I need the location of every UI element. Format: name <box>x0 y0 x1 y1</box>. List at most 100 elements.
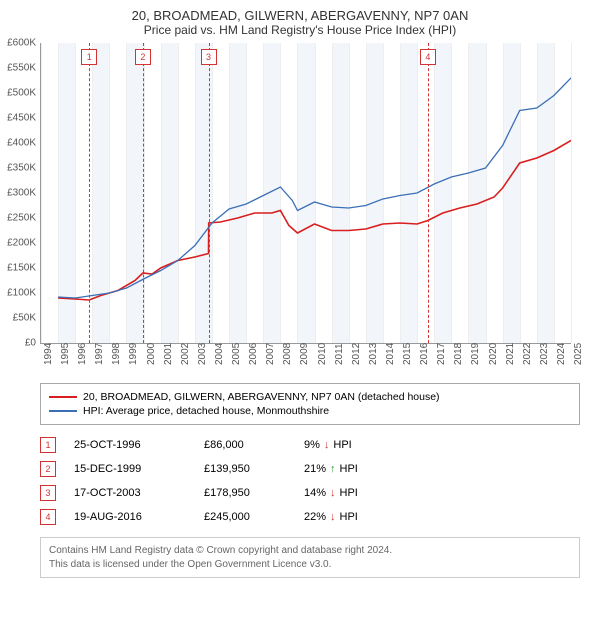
arrow-down-icon: ↓ <box>330 487 336 499</box>
event-row: 1 25-OCT-1996£86,0009% ↓HPI <box>40 433 580 457</box>
x-tick-label: 2024 <box>556 343 567 365</box>
y-tick-label: £0 <box>25 338 36 349</box>
y-tick-label: £100K <box>7 288 36 299</box>
legend-item: HPI: Average price, detached house, Monm… <box>49 404 571 418</box>
event-marker-box: 4 <box>420 49 436 65</box>
event-suffix: HPI <box>340 463 358 475</box>
x-tick-label: 1998 <box>111 343 122 365</box>
x-axis: 1994199519961997199819992000200120022003… <box>40 343 570 373</box>
event-suffix: HPI <box>333 439 351 451</box>
x-tick-label: 2010 <box>317 343 328 365</box>
arrow-down-icon: ↓ <box>324 439 330 451</box>
series-hpi <box>58 78 571 298</box>
y-tick-label: £400K <box>7 138 36 149</box>
event-marker-line <box>209 43 210 343</box>
event-suffix: HPI <box>340 487 358 499</box>
y-tick-label: £450K <box>7 113 36 124</box>
chart-subtitle: Price paid vs. HM Land Registry's House … <box>0 23 600 43</box>
legend-label: 20, BROADMEAD, GILWERN, ABERGAVENNY, NP7… <box>83 391 440 403</box>
event-marker-line <box>89 43 90 343</box>
event-number-box: 2 <box>40 461 56 477</box>
event-pct: 21% <box>304 463 326 475</box>
x-tick-label: 2017 <box>436 343 447 365</box>
y-tick-label: £200K <box>7 238 36 249</box>
event-row: 4 19-AUG-2016£245,00022%↓HPI <box>40 505 580 529</box>
event-date: 17-OCT-2003 <box>74 487 204 499</box>
x-tick-label: 2012 <box>351 343 362 365</box>
legend-label: HPI: Average price, detached house, Monm… <box>83 405 329 417</box>
event-marker-box: 1 <box>81 49 97 65</box>
arrow-up-icon: ↑ <box>330 463 336 475</box>
chart-title: 20, BROADMEAD, GILWERN, ABERGAVENNY, NP7… <box>0 0 600 23</box>
event-price: £245,000 <box>204 511 304 523</box>
x-tick-label: 2008 <box>282 343 293 365</box>
x-tick-label: 2000 <box>146 343 157 365</box>
event-pct: 22% <box>304 511 326 523</box>
event-marker-line <box>428 43 429 343</box>
y-axis: £0 £50K £100K £150K £200K £250K £300K £350K £400… <box>0 43 40 373</box>
event-number-box: 4 <box>40 509 56 525</box>
x-tick-label: 2021 <box>505 343 516 365</box>
x-tick-label: 2004 <box>214 343 225 365</box>
event-number-box: 1 <box>40 437 56 453</box>
y-tick-label: £550K <box>7 63 36 74</box>
x-tick-label: 2005 <box>231 343 242 365</box>
y-tick-label: £600K <box>7 38 36 49</box>
x-tick-label: 2014 <box>385 343 396 365</box>
x-tick-label: 2013 <box>368 343 379 365</box>
y-tick-label: £250K <box>7 213 36 224</box>
event-table: 125-OCT-1996£86,0009%↓HPI215-DEC-1999£13… <box>40 433 580 529</box>
event-date: 15-DEC-1999 <box>74 463 204 475</box>
footer-line: This data is licensed under the Open Gov… <box>49 558 571 572</box>
x-tick-label: 2002 <box>180 343 191 365</box>
event-price: £86,000 <box>204 439 304 451</box>
event-marker-box: 3 <box>201 49 217 65</box>
x-tick-label: 1994 <box>43 343 54 365</box>
x-tick-label: 2018 <box>453 343 464 365</box>
event-date: 19-AUG-2016 <box>74 511 204 523</box>
event-price: £178,950 <box>204 487 304 499</box>
x-tick-label: 2009 <box>299 343 310 365</box>
legend-item: 20, BROADMEAD, GILWERN, ABERGAVENNY, NP7… <box>49 390 571 404</box>
gridline <box>571 43 572 343</box>
x-tick-label: 2019 <box>470 343 481 365</box>
event-date: 25-OCT-1996 <box>74 439 204 451</box>
x-tick-label: 2022 <box>522 343 533 365</box>
y-tick-label: £50K <box>13 313 36 324</box>
event-pct: 9% <box>304 439 320 451</box>
x-tick-label: 2023 <box>539 343 550 365</box>
x-tick-label: 2011 <box>334 343 345 365</box>
x-tick-label: 2003 <box>197 343 208 365</box>
event-delta: 22%↓HPI <box>304 511 358 523</box>
legend-swatch <box>49 410 77 412</box>
line-series <box>41 43 571 343</box>
event-delta: 9% ↓HPI <box>304 439 352 451</box>
event-delta: 14%↓HPI <box>304 487 358 499</box>
event-marker-line <box>143 43 144 343</box>
x-tick-label: 2007 <box>265 343 276 365</box>
y-tick-label: £300K <box>7 188 36 199</box>
x-tick-label: 1997 <box>94 343 105 365</box>
y-tick-label: £350K <box>7 163 36 174</box>
footer-line: Contains HM Land Registry data © Crown c… <box>49 544 571 558</box>
event-number-box: 3 <box>40 485 56 501</box>
event-marker-box: 2 <box>135 49 151 65</box>
event-row: 317-OCT-2003£178,95014%↓HPI <box>40 481 580 505</box>
y-tick-label: £150K <box>7 263 36 274</box>
x-tick-label: 2025 <box>573 343 584 365</box>
x-tick-label: 2016 <box>419 343 430 365</box>
x-tick-label: 2001 <box>163 343 174 365</box>
plot-area: 1 2 3 4 <box>40 43 571 344</box>
event-suffix: HPI <box>340 511 358 523</box>
x-tick-label: 2020 <box>488 343 499 365</box>
y-tick-label: £500K <box>7 88 36 99</box>
event-price: £139,950 <box>204 463 304 475</box>
footer-attribution: Contains HM Land Registry data © Crown c… <box>40 537 580 578</box>
series-price_paid <box>58 141 571 301</box>
x-tick-label: 1995 <box>60 343 71 365</box>
legend-swatch <box>49 396 77 398</box>
x-tick-label: 2015 <box>402 343 413 365</box>
chart-container: { "title": "20, BROADMEAD, GILWERN, ABER… <box>0 0 600 578</box>
x-tick-label: 2006 <box>248 343 259 365</box>
x-tick-label: 1999 <box>128 343 139 365</box>
